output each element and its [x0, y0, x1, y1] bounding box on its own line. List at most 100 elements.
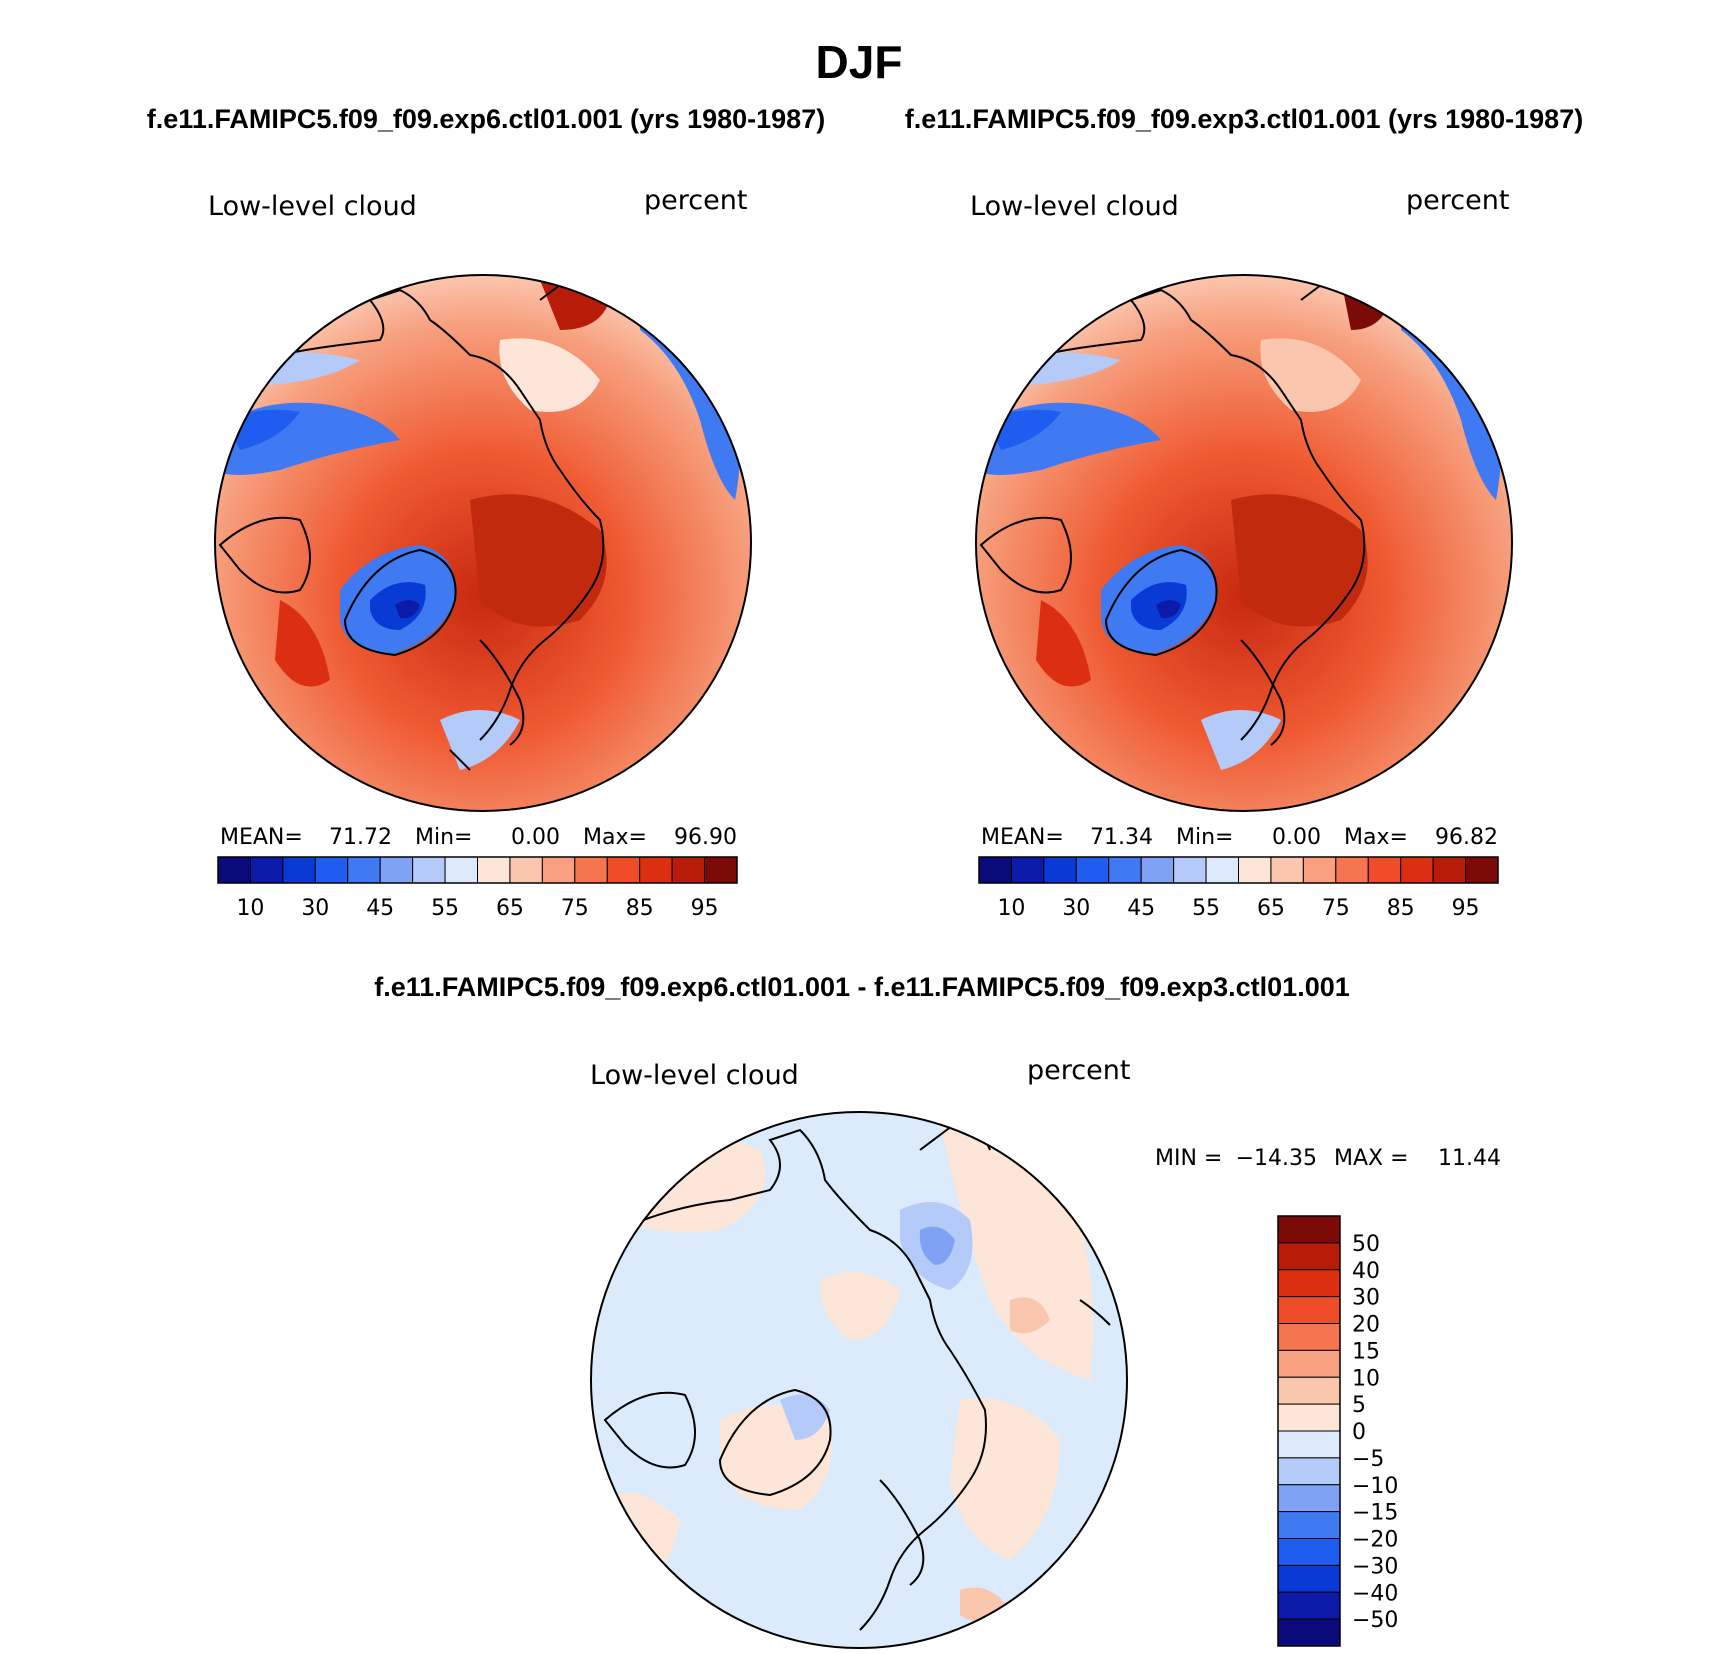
- panel-b-colorbar-tick-label: 10: [997, 896, 1025, 921]
- panel-b-colorbar-tick-label: 85: [1387, 896, 1415, 921]
- panel-b-colorbar-swatch: [1205, 856, 1239, 884]
- diff-colorbar-swatch: [1277, 1403, 1341, 1432]
- diff-coastlines: [603, 1118, 1111, 1631]
- panel-a-colorbar-tick-label: 55: [431, 896, 459, 921]
- panel-a-case-title: f.e11.FAMIPC5.f09_f09.exp6.ctl01.001 (yr…: [147, 104, 825, 134]
- panel-a-variable: Low-level cloud: [208, 191, 417, 222]
- diff-colorbar-swatch: [1277, 1618, 1341, 1647]
- panel-b-max-value: 96.82: [1435, 825, 1498, 850]
- panel-b-colorbar-swatch: [1465, 856, 1499, 884]
- panel-b-colorbar: 10 30 45 55 65 75 85 95: [978, 856, 1499, 921]
- panel-b-colorbar-swatch: [978, 856, 1012, 884]
- panel-b-colorbar-swatch: [1238, 856, 1272, 884]
- panel-a-colorbar-swatch: [412, 856, 446, 884]
- diff-colorbar-swatch: [1277, 1538, 1341, 1566]
- diff-colorbar-tick-label: 30: [1352, 1286, 1380, 1311]
- diff-colorbar-swatch: [1277, 1349, 1341, 1378]
- panel-a-colorbar-swatch: [249, 856, 284, 884]
- diff-colorbar-swatch: [1277, 1215, 1341, 1244]
- panel-a-colorbar-swatch: [509, 856, 543, 884]
- diff-colorbar-swatch: [1277, 1323, 1341, 1351]
- diff-colorbar-tick-label: 40: [1352, 1259, 1380, 1284]
- figure-title: DJF: [816, 36, 903, 88]
- panel-b-colorbar-tick-label: 65: [1257, 896, 1285, 921]
- panel-b-min-value: 0.00: [1272, 825, 1321, 850]
- panel-b-mean-value: 71.34: [1090, 825, 1153, 850]
- panel-b-colorbar-tick-label: 45: [1127, 896, 1155, 921]
- panel-a-colorbar: 10 30 45 55 65 75 85 95: [217, 856, 738, 921]
- panel-a-colorbar-tick-label: 65: [496, 896, 524, 921]
- diff-max-label: MAX =: [1334, 1146, 1409, 1171]
- panel-a-colorbar-swatch: [541, 856, 576, 884]
- panel-a-colorbar-swatch: [639, 856, 673, 884]
- panel-a-map: [215, 275, 751, 811]
- panel-b-colorbar-swatch: [1010, 856, 1045, 884]
- diff-colorbar-swatch: [1277, 1376, 1341, 1405]
- diff-units: percent: [1027, 1055, 1130, 1086]
- panel-a-colorbar-swatch: [347, 856, 381, 884]
- diff-colorbar-tick-label: −20: [1352, 1528, 1398, 1553]
- panel-b-colorbar-swatch: [1400, 856, 1434, 884]
- diff-colorbar-swatch: [1277, 1457, 1341, 1486]
- panel-a-colorbar-swatch: [704, 856, 738, 884]
- panel-a-mean-value: 71.72: [329, 825, 392, 850]
- panel-b-mean-label: MEAN=: [981, 825, 1064, 850]
- diff-colorbar-swatch: [1277, 1564, 1341, 1593]
- diff-map: [591, 1112, 1127, 1648]
- diff-max-value: 11.44: [1438, 1146, 1501, 1171]
- diff-colorbar-swatch: [1277, 1430, 1341, 1459]
- panel-a-colorbar-swatch: [477, 856, 511, 884]
- panel-b-colorbar-swatch: [1335, 856, 1369, 884]
- diff-colorbar-tick-label: 15: [1352, 1339, 1380, 1364]
- panel-b-colorbar-swatch: [1367, 856, 1402, 884]
- panel-a-min-value: 0.00: [511, 825, 560, 850]
- diff-colorbar-tick-label: −10: [1352, 1474, 1398, 1499]
- panel-b-colorbar-frame: [978, 856, 1499, 884]
- panel-b-colorbar-swatch: [1270, 856, 1304, 884]
- panel-a-colorbar-swatch: [217, 856, 251, 884]
- panel-a-colorbar-swatch: [379, 856, 414, 884]
- panel-a-colorbar-swatch: [606, 856, 641, 884]
- panel-a-colorbar-swatch: [444, 856, 478, 884]
- panel-a-colorbar-swatch: [671, 856, 706, 884]
- panel-b-colorbar-swatch: [1108, 856, 1142, 884]
- panel-a-colorbar-frame: [217, 856, 738, 884]
- panel-a-colorbar-tick-label: 30: [301, 896, 329, 921]
- panel-a-colorbar-tick-label: 95: [691, 896, 719, 921]
- panel-b-colorbar-swatch: [1302, 856, 1337, 884]
- diff-colorbar-swatch: [1277, 1269, 1341, 1298]
- diff-colorbar-tick-label: 10: [1352, 1366, 1380, 1391]
- panel-a-colorbar-swatch: [574, 856, 608, 884]
- panel-a-max-value: 96.90: [674, 825, 737, 850]
- diff-case-title: f.e11.FAMIPC5.f09_f09.exp6.ctl01.001 - f…: [374, 972, 1350, 1002]
- diff-colorbar-swatch: [1277, 1511, 1341, 1539]
- panel-a-map-border: [214, 274, 752, 812]
- panel-b-colorbar-swatch: [1140, 856, 1175, 884]
- diff-colorbar-swatch: [1277, 1242, 1341, 1271]
- diff-colorbar-swatch: [1277, 1296, 1341, 1324]
- diff-colorbar-swatch: [1277, 1591, 1341, 1620]
- diff-colorbar-tick-label: 50: [1352, 1232, 1380, 1257]
- panel-a-colorbar-swatch: [282, 856, 316, 884]
- panel-b-colorbar-tick-label: 55: [1192, 896, 1220, 921]
- panel-b-colorbar-tick-label: 30: [1062, 896, 1090, 921]
- diff-colorbar-tick-label: 5: [1352, 1393, 1366, 1418]
- panel-a-colorbar-tick-label: 10: [236, 896, 264, 921]
- diff-colorbar-tick-label: −15: [1352, 1501, 1398, 1526]
- panel-b-variable: Low-level cloud: [970, 191, 1179, 222]
- panel-b-colorbar-tick-label: 95: [1452, 896, 1480, 921]
- panel-b-colorbar-swatch: [1043, 856, 1077, 884]
- panel-b-map: [976, 275, 1512, 811]
- panel-a-mean-label: MEAN=: [220, 825, 303, 850]
- panel-a-max-label: Max=: [583, 825, 647, 850]
- panel-b-max-label: Max=: [1344, 825, 1408, 850]
- panel-a-units: percent: [644, 185, 747, 216]
- panel-b-colorbar-swatch: [1173, 856, 1207, 884]
- diff-colorbar-tick-label: −5: [1352, 1447, 1384, 1472]
- panel-a-colorbar-tick-label: 75: [561, 896, 589, 921]
- panel-b-colorbar-swatch: [1075, 856, 1110, 884]
- panel-b-map-border: [975, 274, 1513, 812]
- panel-a-colorbar-tick-label: 85: [626, 896, 654, 921]
